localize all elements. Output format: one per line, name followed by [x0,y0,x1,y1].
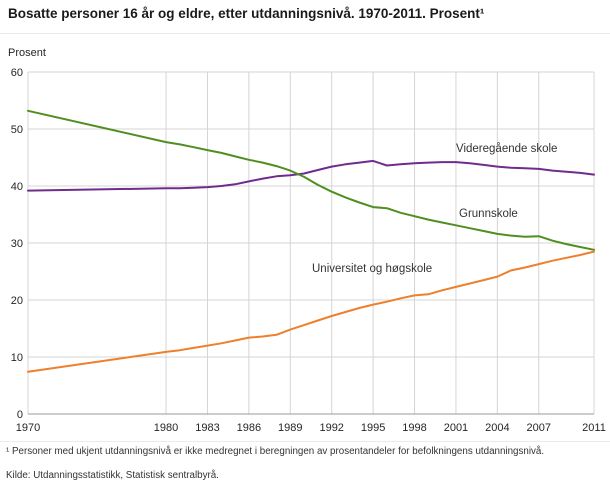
x-tick-label: 1986 [237,422,261,434]
x-tick-label: 1995 [361,422,385,434]
y-tick-label: 0 [17,409,23,421]
footer-separator [0,441,610,442]
source-text: Kilde: Utdanningsstatistikk, Statistisk … [6,470,219,481]
chart-title: Bosatte personer 16 år og eldre, etter u… [8,6,485,21]
x-tick-label: 1983 [195,422,219,434]
y-tick-label: 20 [11,295,23,307]
chart-area: 0 10 20 30 40 50 60 1970 1980 1983 1986 1989 1992 199… [0,62,610,440]
series-line-3 [27,250,595,373]
y-tick-label: 10 [11,352,23,364]
x-tick-label: 1980 [154,422,178,434]
x-tick-label: 2001 [444,422,468,434]
x-tick-label: 2011 [582,422,606,434]
y-tick-label: 50 [11,124,23,136]
y-axis-title: Prosent [8,47,46,59]
x-tick-label: 1998 [402,422,426,434]
x-tick-label: 2007 [527,422,551,434]
x-tick-label: 2004 [485,422,509,434]
series-label-3: Universitet og høgskole [312,263,432,275]
x-tick-label: 1970 [16,422,40,434]
footnote-text: ¹ Personer med ukjent utdanningsnivå er … [6,446,545,457]
title-separator [0,33,610,34]
series-line-1 [27,159,595,192]
series-label-2: Grunnskole [459,208,518,220]
x-tick-label: 1989 [278,422,302,434]
series-line-2 [27,109,595,251]
y-tick-label: 40 [11,181,23,193]
y-tick-label: 30 [11,238,23,250]
line-chart: 0 10 20 30 40 50 60 1970 1980 1983 1986 1989 1992 199… [11,67,606,434]
series-label-1: Videregående skole [456,143,557,155]
x-tick-label: 1992 [319,422,343,434]
y-tick-label: 60 [11,67,23,79]
